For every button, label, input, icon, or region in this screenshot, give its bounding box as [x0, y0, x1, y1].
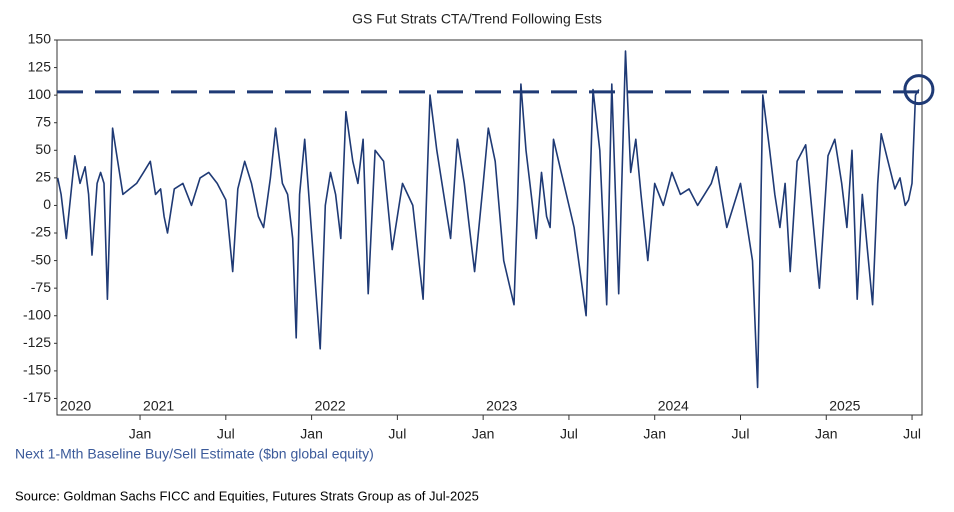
x-tick-label: Jul	[560, 426, 578, 442]
y-tick-label: -75	[31, 279, 51, 295]
year-label: 2020	[60, 398, 91, 414]
x-tick-label: Jan	[815, 426, 838, 442]
y-tick-label: 75	[35, 113, 51, 129]
y-tick-label: -150	[23, 362, 51, 378]
x-tick-label: Jan	[129, 426, 152, 442]
year-label: 2025	[829, 398, 860, 414]
x-tick-label: Jul	[903, 426, 921, 442]
y-tick-label: -125	[23, 334, 51, 350]
y-tick-label: 25	[35, 169, 51, 185]
y-tick-label: -175	[23, 389, 51, 405]
y-tick-label: 50	[35, 141, 51, 157]
x-tick-label: Jan	[472, 426, 495, 442]
year-label: 2021	[143, 398, 174, 414]
chart-title: GS Fut Strats CTA/Trend Following Ests	[352, 11, 602, 27]
y-tick-label: 100	[28, 86, 52, 102]
y-tick-label: 150	[28, 31, 52, 47]
year-label: 2022	[315, 398, 346, 414]
y-tick-label: 0	[43, 196, 51, 212]
highlight-circle	[903, 74, 935, 106]
x-tick-label: Jul	[217, 426, 235, 442]
x-tick-label: Jul	[388, 426, 406, 442]
y-axis-label: Next 1-Mth Baseline Buy/Sell Estimate ($…	[15, 446, 374, 462]
series-line	[56, 50, 920, 389]
x-tick-label: Jul	[732, 426, 750, 442]
year-label: 2023	[486, 398, 517, 414]
y-tick-label: -25	[31, 224, 51, 240]
y-tick-label: -50	[31, 251, 51, 267]
y-tick-label: 125	[28, 58, 52, 74]
x-tick-label: Jan	[643, 426, 666, 442]
plot-frame	[56, 39, 923, 416]
year-label: 2024	[658, 398, 689, 414]
source-note: Source: Goldman Sachs FICC and Equities,…	[15, 488, 479, 503]
y-tick-label: -100	[23, 306, 51, 322]
x-tick-label: Jan	[300, 426, 323, 442]
